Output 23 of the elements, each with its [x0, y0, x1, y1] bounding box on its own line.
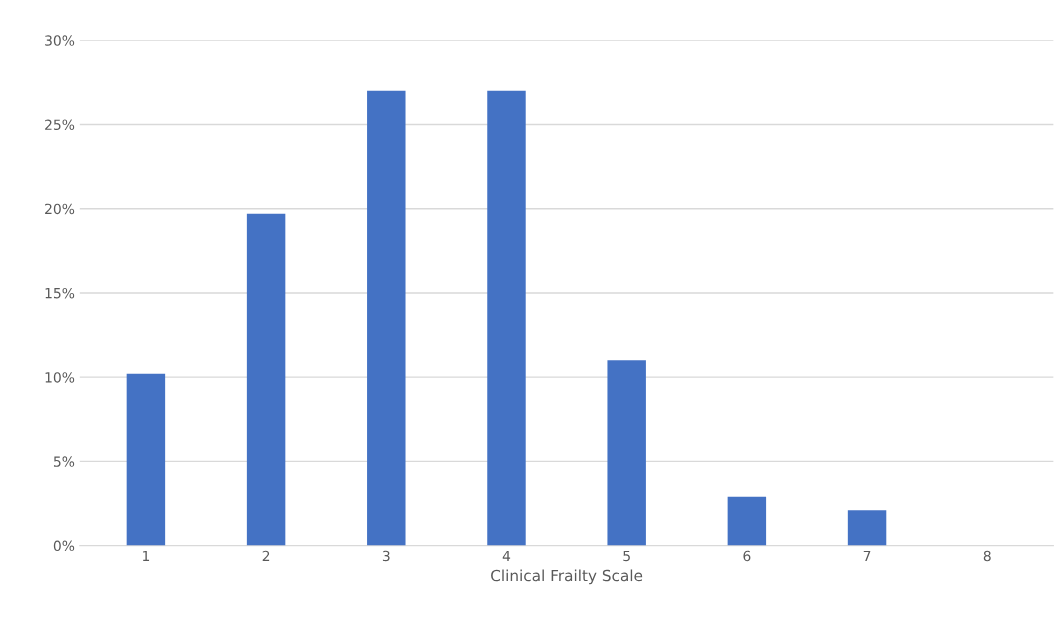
x-tick-label: 2	[262, 550, 270, 562]
y-tick-label: 0%	[53, 540, 75, 552]
y-tick-label: 30%	[45, 35, 75, 46]
x-tick-label: 3	[382, 550, 390, 562]
y-tick-label: 25%	[45, 119, 75, 130]
y-tick-label: 5%	[53, 456, 75, 467]
y-tick-label: 20%	[45, 203, 75, 215]
bar	[487, 90, 526, 546]
x-tick-label: 7	[863, 550, 871, 562]
bar	[607, 360, 646, 546]
x-tick-label: 5	[623, 550, 630, 562]
bar	[246, 213, 286, 546]
bar	[126, 373, 166, 546]
x-tick-label: 4	[502, 550, 511, 562]
y-tick-label: 15%	[45, 287, 75, 299]
bar	[727, 496, 767, 546]
x-tick-label: 8	[983, 550, 991, 562]
x-tick-label: 1	[143, 550, 150, 562]
y-tick-label: 10%	[45, 372, 75, 383]
x-tick-label: 6	[743, 550, 751, 562]
x-axis-title: Clinical Frailty Scale	[491, 569, 643, 585]
bar	[847, 510, 887, 546]
bar	[367, 90, 406, 546]
